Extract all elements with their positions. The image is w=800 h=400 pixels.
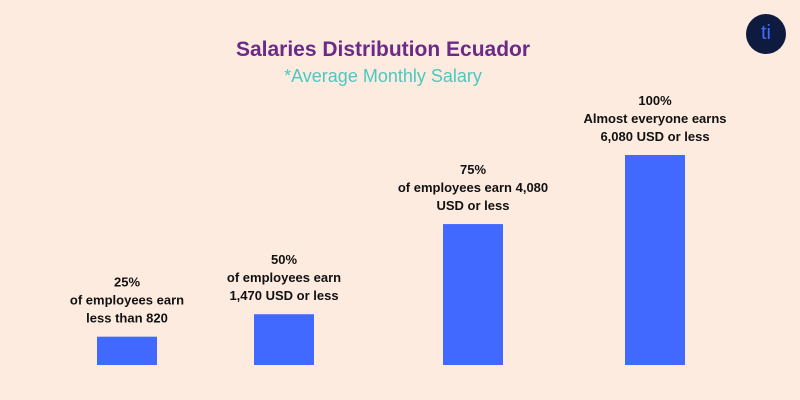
bar-3-label-line-2: of employees earn 4,080 — [398, 180, 548, 195]
bar-3-label-line-3: USD or less — [437, 198, 510, 213]
bar-4 — [625, 155, 685, 365]
bar-2-label-line-3: 1,470 USD or less — [229, 288, 338, 303]
chart-subtitle: *Average Monthly Salary — [284, 66, 482, 86]
bar-3 — [443, 224, 503, 365]
bar-2-label-line-1: 50% — [271, 252, 297, 267]
bar-2-label-line-2: of employees earn — [227, 270, 341, 285]
bar-1-label-line-1: 25% — [114, 275, 140, 290]
bar-1-label-line-3: less than 820 — [86, 311, 168, 326]
bar-2 — [254, 314, 314, 365]
chart-title: Salaries Distribution Ecuador — [235, 38, 531, 61]
bar-1-label-line-2: of employees earn — [70, 293, 184, 308]
bar-4-label-line-3: 6,080 USD or less — [600, 129, 709, 144]
bar-1 — [97, 336, 157, 365]
bar-3-label-line-1: 75% — [460, 162, 486, 177]
brand-logo-icon: ti — [746, 14, 786, 54]
bar-4-label-line-2: Almost everyone earns — [583, 111, 726, 126]
bar-4-label-line-1: 100% — [638, 93, 672, 108]
